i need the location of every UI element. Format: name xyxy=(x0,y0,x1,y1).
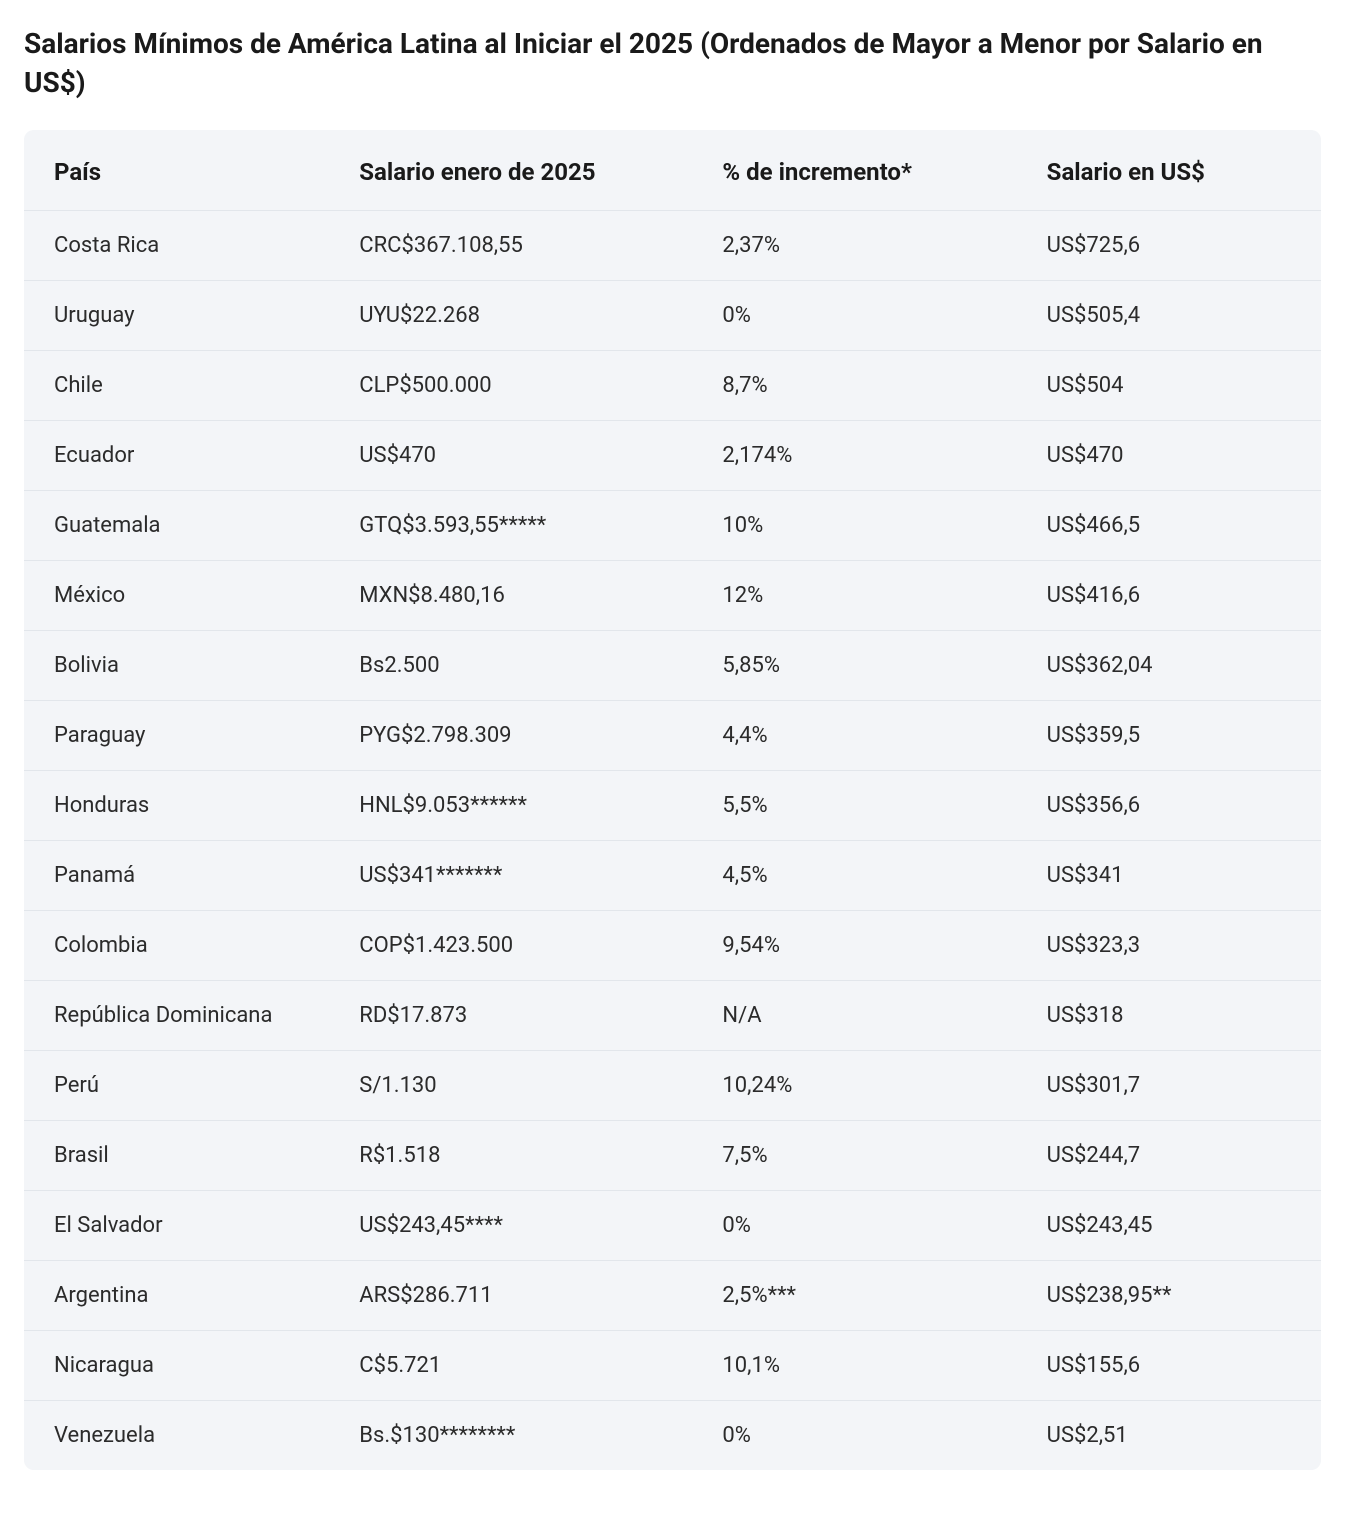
cell-pais: Costa Rica xyxy=(24,211,335,281)
cell-incremento: 7,5% xyxy=(698,1121,1022,1191)
table-row: HondurasHNL$9.053******5,5%US$356,6 xyxy=(24,771,1321,841)
table-row: República DominicanaRD$17.873N/AUS$318 xyxy=(24,981,1321,1051)
cell-salario: ARS$286.711 xyxy=(335,1261,698,1331)
cell-salario: UYU$22.268 xyxy=(335,281,698,351)
col-header-usd: Salario en US$ xyxy=(1023,130,1321,211)
cell-salario: US$341******* xyxy=(335,841,698,911)
cell-usd: US$238,95** xyxy=(1023,1261,1321,1331)
cell-usd: US$341 xyxy=(1023,841,1321,911)
cell-salario: PYG$2.798.309 xyxy=(335,701,698,771)
table-row: UruguayUYU$22.2680%US$505,4 xyxy=(24,281,1321,351)
cell-pais: Bolivia xyxy=(24,631,335,701)
col-header-incremento: % de incremento* xyxy=(698,130,1022,211)
cell-pais: Panamá xyxy=(24,841,335,911)
cell-incremento: 8,7% xyxy=(698,351,1022,421)
cell-usd: US$243,45 xyxy=(1023,1191,1321,1261)
cell-incremento: 2,174% xyxy=(698,421,1022,491)
cell-incremento: 10,1% xyxy=(698,1331,1022,1401)
cell-incremento: N/A xyxy=(698,981,1022,1051)
cell-salario: Bs.$130******** xyxy=(335,1401,698,1471)
cell-salario: C$5.721 xyxy=(335,1331,698,1401)
cell-usd: US$318 xyxy=(1023,981,1321,1051)
cell-incremento: 0% xyxy=(698,1191,1022,1261)
cell-incremento: 0% xyxy=(698,1401,1022,1471)
cell-incremento: 5,85% xyxy=(698,631,1022,701)
cell-pais: Perú xyxy=(24,1051,335,1121)
page-title: Salarios Mínimos de América Latina al In… xyxy=(24,24,1304,102)
cell-usd: US$504 xyxy=(1023,351,1321,421)
cell-incremento: 4,5% xyxy=(698,841,1022,911)
cell-usd: US$466,5 xyxy=(1023,491,1321,561)
salary-table: País Salario enero de 2025 % de incremen… xyxy=(24,130,1321,1470)
cell-salario: US$243,45**** xyxy=(335,1191,698,1261)
table-header-row: País Salario enero de 2025 % de incremen… xyxy=(24,130,1321,211)
cell-pais: Venezuela xyxy=(24,1401,335,1471)
cell-usd: US$2,51 xyxy=(1023,1401,1321,1471)
table-row: PerúS/1.13010,24%US$301,7 xyxy=(24,1051,1321,1121)
table-row: EcuadorUS$4702,174%US$470 xyxy=(24,421,1321,491)
table-row: Costa RicaCRC$367.108,552,37%US$725,6 xyxy=(24,211,1321,281)
cell-salario: Bs2.500 xyxy=(335,631,698,701)
cell-incremento: 10,24% xyxy=(698,1051,1022,1121)
cell-usd: US$244,7 xyxy=(1023,1121,1321,1191)
col-header-salario: Salario enero de 2025 xyxy=(335,130,698,211)
cell-incremento: 0% xyxy=(698,281,1022,351)
table-row: GuatemalaGTQ$3.593,55*****10%US$466,5 xyxy=(24,491,1321,561)
cell-usd: US$725,6 xyxy=(1023,211,1321,281)
cell-salario: GTQ$3.593,55***** xyxy=(335,491,698,561)
cell-incremento: 4,4% xyxy=(698,701,1022,771)
cell-pais: República Dominicana xyxy=(24,981,335,1051)
cell-pais: Paraguay xyxy=(24,701,335,771)
table-row: NicaraguaC$5.72110,1%US$155,6 xyxy=(24,1331,1321,1401)
cell-salario: CLP$500.000 xyxy=(335,351,698,421)
cell-incremento: 10% xyxy=(698,491,1022,561)
cell-usd: US$470 xyxy=(1023,421,1321,491)
col-header-pais: País xyxy=(24,130,335,211)
cell-pais: Chile xyxy=(24,351,335,421)
cell-pais: Brasil xyxy=(24,1121,335,1191)
cell-salario: US$470 xyxy=(335,421,698,491)
cell-usd: US$359,5 xyxy=(1023,701,1321,771)
cell-salario: R$1.518 xyxy=(335,1121,698,1191)
cell-pais: México xyxy=(24,561,335,631)
cell-usd: US$323,3 xyxy=(1023,911,1321,981)
table-row: VenezuelaBs.$130********0%US$2,51 xyxy=(24,1401,1321,1471)
table-row: BoliviaBs2.5005,85%US$362,04 xyxy=(24,631,1321,701)
salary-table-container: País Salario enero de 2025 % de incremen… xyxy=(24,130,1321,1470)
cell-pais: El Salvador xyxy=(24,1191,335,1261)
cell-usd: US$505,4 xyxy=(1023,281,1321,351)
cell-salario: CRC$367.108,55 xyxy=(335,211,698,281)
table-row: El SalvadorUS$243,45****0%US$243,45 xyxy=(24,1191,1321,1261)
cell-incremento: 5,5% xyxy=(698,771,1022,841)
cell-salario: HNL$9.053****** xyxy=(335,771,698,841)
table-row: ChileCLP$500.0008,7%US$504 xyxy=(24,351,1321,421)
cell-usd: US$155,6 xyxy=(1023,1331,1321,1401)
cell-pais: Guatemala xyxy=(24,491,335,561)
cell-usd: US$356,6 xyxy=(1023,771,1321,841)
cell-usd: US$416,6 xyxy=(1023,561,1321,631)
table-row: ArgentinaARS$286.7112,5%***US$238,95** xyxy=(24,1261,1321,1331)
cell-incremento: 12% xyxy=(698,561,1022,631)
cell-pais: Nicaragua xyxy=(24,1331,335,1401)
table-row: BrasilR$1.5187,5%US$244,7 xyxy=(24,1121,1321,1191)
table-row: ParaguayPYG$2.798.3094,4%US$359,5 xyxy=(24,701,1321,771)
cell-pais: Uruguay xyxy=(24,281,335,351)
cell-pais: Argentina xyxy=(24,1261,335,1331)
table-row: PanamáUS$341*******4,5%US$341 xyxy=(24,841,1321,911)
cell-pais: Colombia xyxy=(24,911,335,981)
table-row: MéxicoMXN$8.480,1612%US$416,6 xyxy=(24,561,1321,631)
cell-usd: US$362,04 xyxy=(1023,631,1321,701)
cell-incremento: 2,5%*** xyxy=(698,1261,1022,1331)
cell-usd: US$301,7 xyxy=(1023,1051,1321,1121)
cell-salario: MXN$8.480,16 xyxy=(335,561,698,631)
cell-incremento: 9,54% xyxy=(698,911,1022,981)
cell-incremento: 2,37% xyxy=(698,211,1022,281)
cell-salario: RD$17.873 xyxy=(335,981,698,1051)
cell-pais: Honduras xyxy=(24,771,335,841)
cell-salario: COP$1.423.500 xyxy=(335,911,698,981)
cell-salario: S/1.130 xyxy=(335,1051,698,1121)
table-row: ColombiaCOP$1.423.5009,54%US$323,3 xyxy=(24,911,1321,981)
cell-pais: Ecuador xyxy=(24,421,335,491)
table-body: Costa RicaCRC$367.108,552,37%US$725,6Uru… xyxy=(24,211,1321,1471)
